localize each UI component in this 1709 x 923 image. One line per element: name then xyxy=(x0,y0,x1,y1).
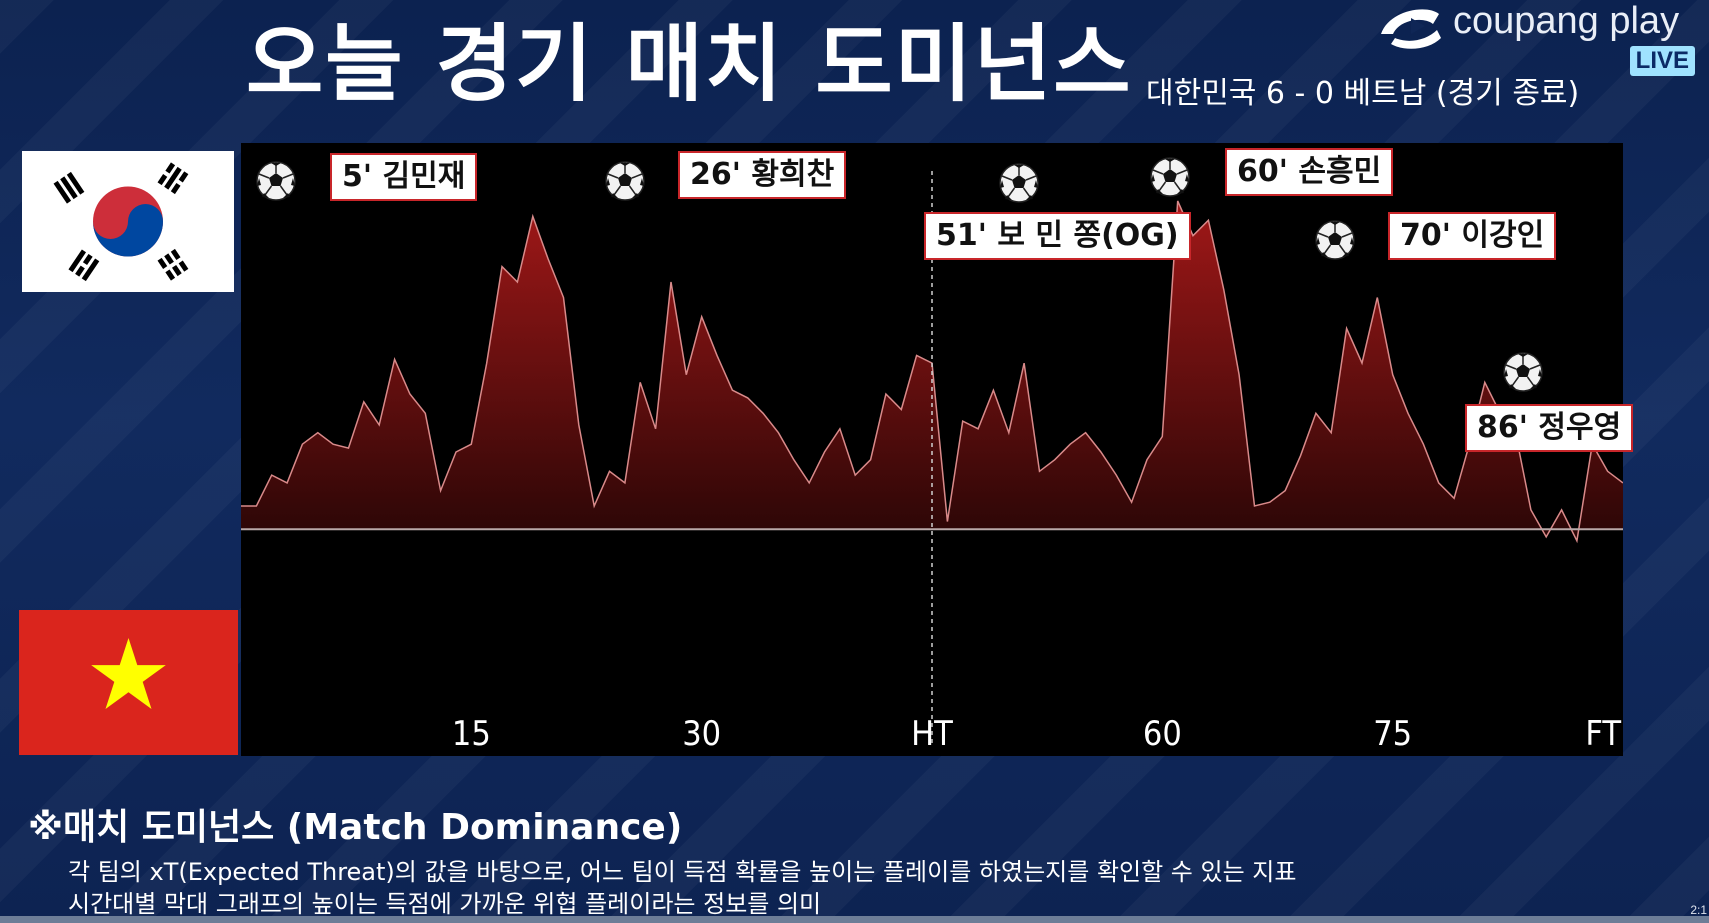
match-score: 대한민국 6 - 0 베트남 (경기 종료) xyxy=(1146,76,1580,111)
note-line-2: 시간대별 막대 그래프의 높이는 득점에 가까운 위협 플레이라는 정보를 의미 xyxy=(68,890,822,918)
soccer-ball-icon xyxy=(999,163,1039,203)
brand: coupang play LIVE xyxy=(1375,0,1695,80)
soccer-ball-icon xyxy=(1503,352,1543,392)
timecode: 2:1 xyxy=(1690,903,1707,917)
x-tick-label: 30 xyxy=(682,714,721,754)
page-title: 오늘 경기 매치 도미넌스 xyxy=(246,15,1133,113)
coupang-play-logo-icon xyxy=(1381,9,1441,49)
note-title: ※매치 도미넌스 (Match Dominance) xyxy=(28,807,683,848)
goal-label: 70' 이강인 xyxy=(1388,212,1557,260)
live-badge: LIVE xyxy=(1629,46,1695,76)
soccer-ball-icon xyxy=(1315,220,1355,260)
x-tick-label: 75 xyxy=(1373,714,1412,754)
x-tick-label: 15 xyxy=(452,714,491,754)
goal-label: 5' 김민재 xyxy=(330,153,478,201)
soccer-ball-icon xyxy=(256,161,296,201)
soccer-ball-icon xyxy=(1150,157,1190,197)
goal-label: 51' 보 민 쫑(OG) xyxy=(924,212,1191,260)
goal-label: 26' 황희찬 xyxy=(678,151,847,199)
goal-label: 86' 정우영 xyxy=(1465,404,1634,452)
brand-name: coupang play xyxy=(1453,0,1680,42)
x-tick-label: 60 xyxy=(1143,714,1182,754)
note-line-1: 각 팀의 xT(Expected Threat)의 값을 바탕으로, 어느 팀이… xyxy=(68,858,1297,886)
goal-label: 60' 손흥민 xyxy=(1225,148,1394,196)
south-korea-flag xyxy=(22,151,234,292)
x-tick-label: FT xyxy=(1585,714,1621,754)
x-tick-label: HT xyxy=(911,714,953,754)
progress-bar xyxy=(0,916,1709,923)
vietnam-flag xyxy=(19,610,238,755)
soccer-ball-icon xyxy=(605,161,645,201)
